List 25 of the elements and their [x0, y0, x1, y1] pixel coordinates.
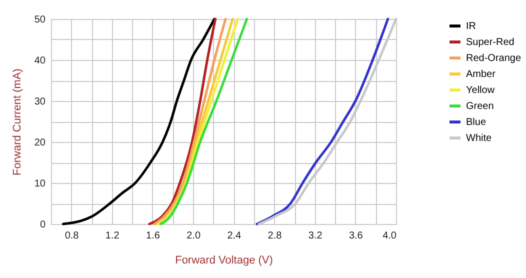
- y-tick-label: 30: [34, 96, 46, 108]
- legend-label: Red-Orange: [466, 53, 522, 64]
- y-tick-label: 50: [34, 14, 46, 26]
- y-axis-title: Forward Current (mA): [11, 68, 24, 176]
- y-tick-label: 0: [40, 220, 46, 230]
- legend-label: Yellow: [466, 85, 496, 96]
- x-tick-label: 3.2: [308, 230, 323, 242]
- x-tick-label: 2.4: [227, 230, 242, 242]
- x-tick-label: 2.8: [268, 230, 282, 242]
- legend-label: IR: [466, 21, 476, 32]
- x-axis-title: Forward Voltage (V): [175, 254, 273, 266]
- x-tick-label: 3.6: [348, 230, 364, 242]
- y-tick-label: 10: [34, 178, 46, 190]
- legend-label: Amber: [466, 69, 496, 80]
- x-tick-label: 2.0: [186, 230, 201, 242]
- legend-label: Blue: [466, 117, 486, 128]
- y-tick-label: 40: [34, 56, 46, 66]
- x-tick-label: 0.8: [64, 230, 80, 242]
- y-tick-label: 20: [34, 138, 46, 148]
- x-tick-label: 1.2: [105, 230, 120, 242]
- legend-label: Super-Red: [466, 37, 514, 48]
- legend-label: Green: [466, 101, 494, 112]
- legend-label: White: [466, 133, 492, 144]
- x-tick-label: 1.6: [146, 230, 160, 242]
- x-tick-label: 4.0: [382, 230, 397, 242]
